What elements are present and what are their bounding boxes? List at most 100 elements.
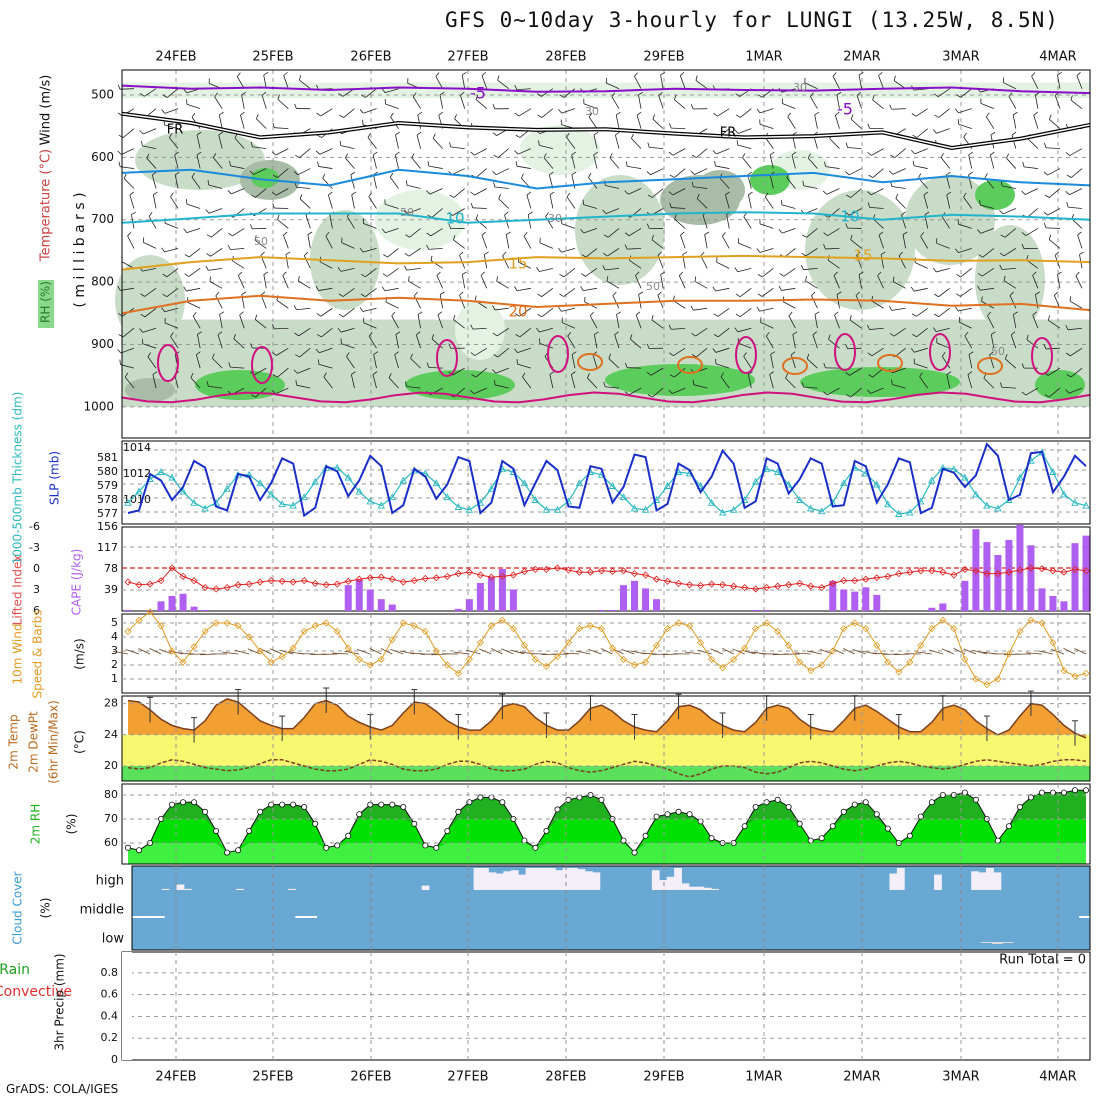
upper-wind-barb <box>1009 295 1017 309</box>
upper-wind-barb <box>192 315 201 329</box>
upper-wind-barb-flag <box>629 334 633 340</box>
top-date-label: 1MAR <box>745 50 782 65</box>
upper-wind-barb <box>394 354 399 369</box>
upper-wind-barb <box>195 354 201 369</box>
upper-wind-barb-flag <box>791 151 797 156</box>
upper-wind-barb-flag <box>785 373 789 379</box>
upper-wind-barb <box>231 188 245 195</box>
thickness-marker <box>619 493 628 501</box>
cloud-axis-label: Cloud Cover <box>11 871 25 944</box>
wind-speed-marker <box>708 655 716 663</box>
millibars-axis-label: ( m i l l i b a r s ) <box>72 192 88 307</box>
upper-wind-barb <box>607 228 620 238</box>
thickness-marker <box>300 493 308 501</box>
upper-wind-barb-flag <box>967 371 973 375</box>
upper-wind-barb <box>367 137 377 149</box>
upper-wind-barb-flag <box>471 374 477 378</box>
upper-wind-barb <box>1003 280 1017 289</box>
wind-speed-marker <box>851 619 859 627</box>
rh-tick-label: 70 <box>104 812 118 825</box>
upper-wind-barb-flag <box>206 381 209 387</box>
lifted-index-marker <box>344 577 352 585</box>
surface-wind-barb <box>453 651 470 655</box>
upper-wind-barb <box>164 247 179 253</box>
top-date-label: 24FEB <box>155 50 196 65</box>
rh-unit-label: (%) <box>65 814 79 835</box>
upper-wind-barb-flag <box>559 273 565 278</box>
upper-wind-barb-flag <box>1011 131 1017 136</box>
upper-wind-barb-flag <box>405 180 408 186</box>
upper-wind-barb-flag <box>359 109 364 114</box>
upper-wind-barb-flag <box>833 271 838 276</box>
surface-wind-barb <box>279 649 294 655</box>
pressure-tick-label: 900 <box>91 337 114 351</box>
upper-wind-barb-flag <box>1026 334 1029 340</box>
upper-wind-barb-flag <box>367 133 371 138</box>
upper-wind-barb <box>372 154 377 169</box>
contour-label: 50 <box>400 206 414 219</box>
upper-wind-barb-flag <box>736 140 739 146</box>
surface-wind-barb <box>621 648 635 655</box>
lifted-index-marker <box>1005 568 1013 576</box>
upper-wind-barb-flag <box>481 231 486 236</box>
upper-wind-barb <box>274 327 289 330</box>
contour-label: FR <box>167 123 184 138</box>
temp-tick-label: 24 <box>104 728 118 741</box>
thickness-marker <box>1049 468 1057 475</box>
wind-speed-marker <box>608 644 617 652</box>
upper-wind-barb <box>609 157 620 169</box>
upper-wind-barb-flag <box>430 255 433 261</box>
upper-wind-barb-flag <box>382 273 388 277</box>
upper-wind-barb-flag <box>117 150 122 155</box>
upper-wind-barb <box>979 287 994 291</box>
upper-wind-barb-flag <box>956 94 961 98</box>
freezing-level-inner <box>121 112 1091 149</box>
upper-wind-barb-flag <box>412 92 417 98</box>
upper-wind-barb <box>322 178 333 189</box>
thickness-marker <box>256 479 264 487</box>
high-cloud-gap <box>176 884 185 890</box>
upper-wind-barb <box>807 157 818 169</box>
upper-wind-barb-flag <box>999 264 1003 270</box>
upper-wind-barb <box>495 367 509 374</box>
upper-wind-barb-flag <box>866 389 871 394</box>
upper-wind-barb <box>124 376 135 389</box>
cape-bar <box>201 609 209 611</box>
upper-wind-barb-flag <box>901 211 906 216</box>
upper-wind-barb-flag <box>191 172 196 178</box>
thickness-marker <box>487 484 496 492</box>
upper-wind-barb <box>938 287 950 298</box>
upper-wind-barb-flag <box>1031 72 1036 77</box>
upper-wind-barb <box>614 134 620 149</box>
upper-wind-barb-flag <box>690 104 694 110</box>
isotherm-20-cell <box>877 354 903 372</box>
thickness-marker <box>520 479 529 487</box>
upper-wind-barb <box>792 334 796 349</box>
upper-wind-barb <box>759 123 774 130</box>
upper-wind-barb-flag <box>955 293 961 297</box>
rh-marker <box>389 801 396 808</box>
upper-wind-barb <box>428 366 443 369</box>
cape-tick-label: 39 <box>104 583 118 596</box>
rh-marker <box>290 801 297 808</box>
thickness-tick-label: 579 <box>97 479 118 492</box>
upper-wind-barb <box>318 287 333 291</box>
upper-wind-barb <box>232 228 245 237</box>
upper-wind-barb-flag <box>459 251 464 256</box>
wind-speed-marker <box>763 619 771 627</box>
lifted-index-marker <box>630 570 639 578</box>
upper-wind-barb-flag <box>190 373 194 378</box>
wind-speed-marker <box>465 655 473 663</box>
surface-wind-barb <box>269 648 283 655</box>
surface-wind-barb <box>1074 648 1087 655</box>
contour-label: 30 <box>793 81 807 94</box>
upper-wind-barb <box>437 314 444 329</box>
wind-speed-marker <box>752 625 760 633</box>
wind-speed-marker <box>476 639 484 647</box>
cape-bar <box>1071 543 1079 611</box>
upper-wind-barb <box>738 342 752 349</box>
thickness-marker <box>311 477 319 485</box>
upper-wind-barb <box>389 177 399 189</box>
wind-speed-marker <box>1038 619 1046 627</box>
thickness-marker <box>201 504 209 512</box>
